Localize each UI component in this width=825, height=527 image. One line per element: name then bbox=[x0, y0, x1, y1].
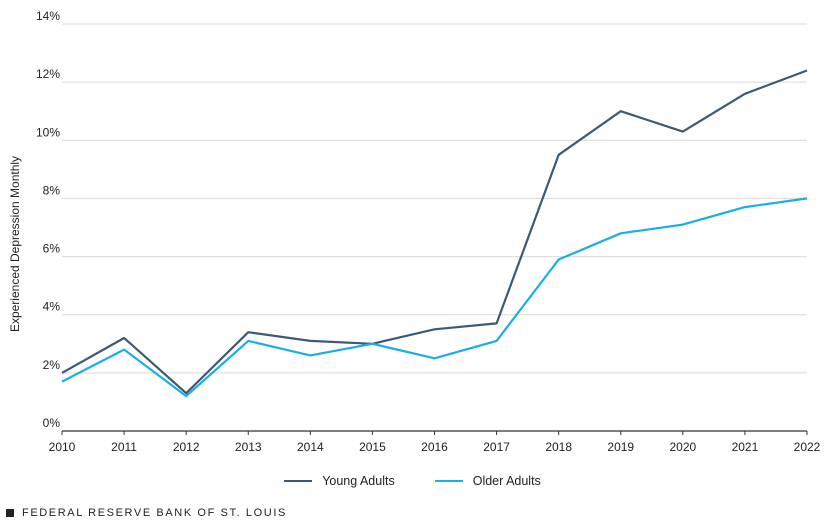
legend-swatch-young-adults bbox=[284, 480, 313, 482]
x-tick-label: 2015 bbox=[359, 440, 386, 454]
x-tick-label: 2016 bbox=[421, 440, 448, 454]
gridlines bbox=[62, 23, 807, 432]
series-lines bbox=[61, 69, 808, 398]
legend-label-older-adults: Older Adults bbox=[472, 474, 541, 488]
source-label: FEDERAL RESERVE BANK OF ST. LOUIS bbox=[22, 507, 287, 519]
x-tick-label: 2010 bbox=[49, 440, 76, 454]
y-tick-label: 12% bbox=[36, 67, 60, 81]
series-line-older-adults bbox=[61, 197, 808, 398]
x-tick-label: 2017 bbox=[483, 440, 510, 454]
legend-item-older-adults: Older Adults bbox=[434, 474, 541, 488]
x-tick-label: 2020 bbox=[669, 440, 696, 454]
x-tick-label: 2022 bbox=[794, 440, 821, 454]
y-tick-label: 14% bbox=[36, 9, 60, 23]
y-tick-label: 4% bbox=[43, 300, 61, 314]
y-tick-label: 6% bbox=[43, 242, 61, 256]
square-icon bbox=[6, 509, 14, 517]
y-tick-label: 8% bbox=[43, 183, 61, 197]
x-tick-label: 2013 bbox=[235, 440, 262, 454]
y-tick-label: 0% bbox=[43, 416, 61, 430]
x-tick-label: 2021 bbox=[732, 440, 759, 454]
x-tick-label: 2011 bbox=[111, 440, 137, 454]
y-axis-title: Experienced Depression Monthly bbox=[8, 156, 22, 332]
x-tick-label: 2014 bbox=[297, 440, 324, 454]
legend-swatch-older-adults bbox=[434, 480, 463, 482]
series-line-young-adults bbox=[61, 69, 808, 395]
legend: Young Adults Older Adults bbox=[0, 474, 825, 488]
x-tick-label: 2012 bbox=[173, 440, 200, 454]
legend-label-young-adults: Young Adults bbox=[322, 474, 395, 488]
line-chart: 0% 2% 4% 6% 8% 10% 12% 14% 2010 2011 2012 2013 2014… bbox=[8, 9, 821, 454]
x-tick-label: 2018 bbox=[545, 440, 572, 454]
x-axis-ticks: 2010 2011 2012 2013 2014 2015 2016 2017 2018 2019… bbox=[49, 431, 821, 454]
x-tick-label: 2019 bbox=[607, 440, 634, 454]
y-tick-label: 10% bbox=[36, 125, 60, 139]
source-footer: FEDERAL RESERVE BANK OF ST. LOUIS bbox=[6, 507, 287, 519]
y-tick-label: 2% bbox=[43, 358, 61, 372]
y-axis-ticks: 0% 2% 4% 6% 8% 10% 12% 14% bbox=[36, 9, 60, 430]
legend-item-young-adults: Young Adults bbox=[284, 474, 395, 488]
